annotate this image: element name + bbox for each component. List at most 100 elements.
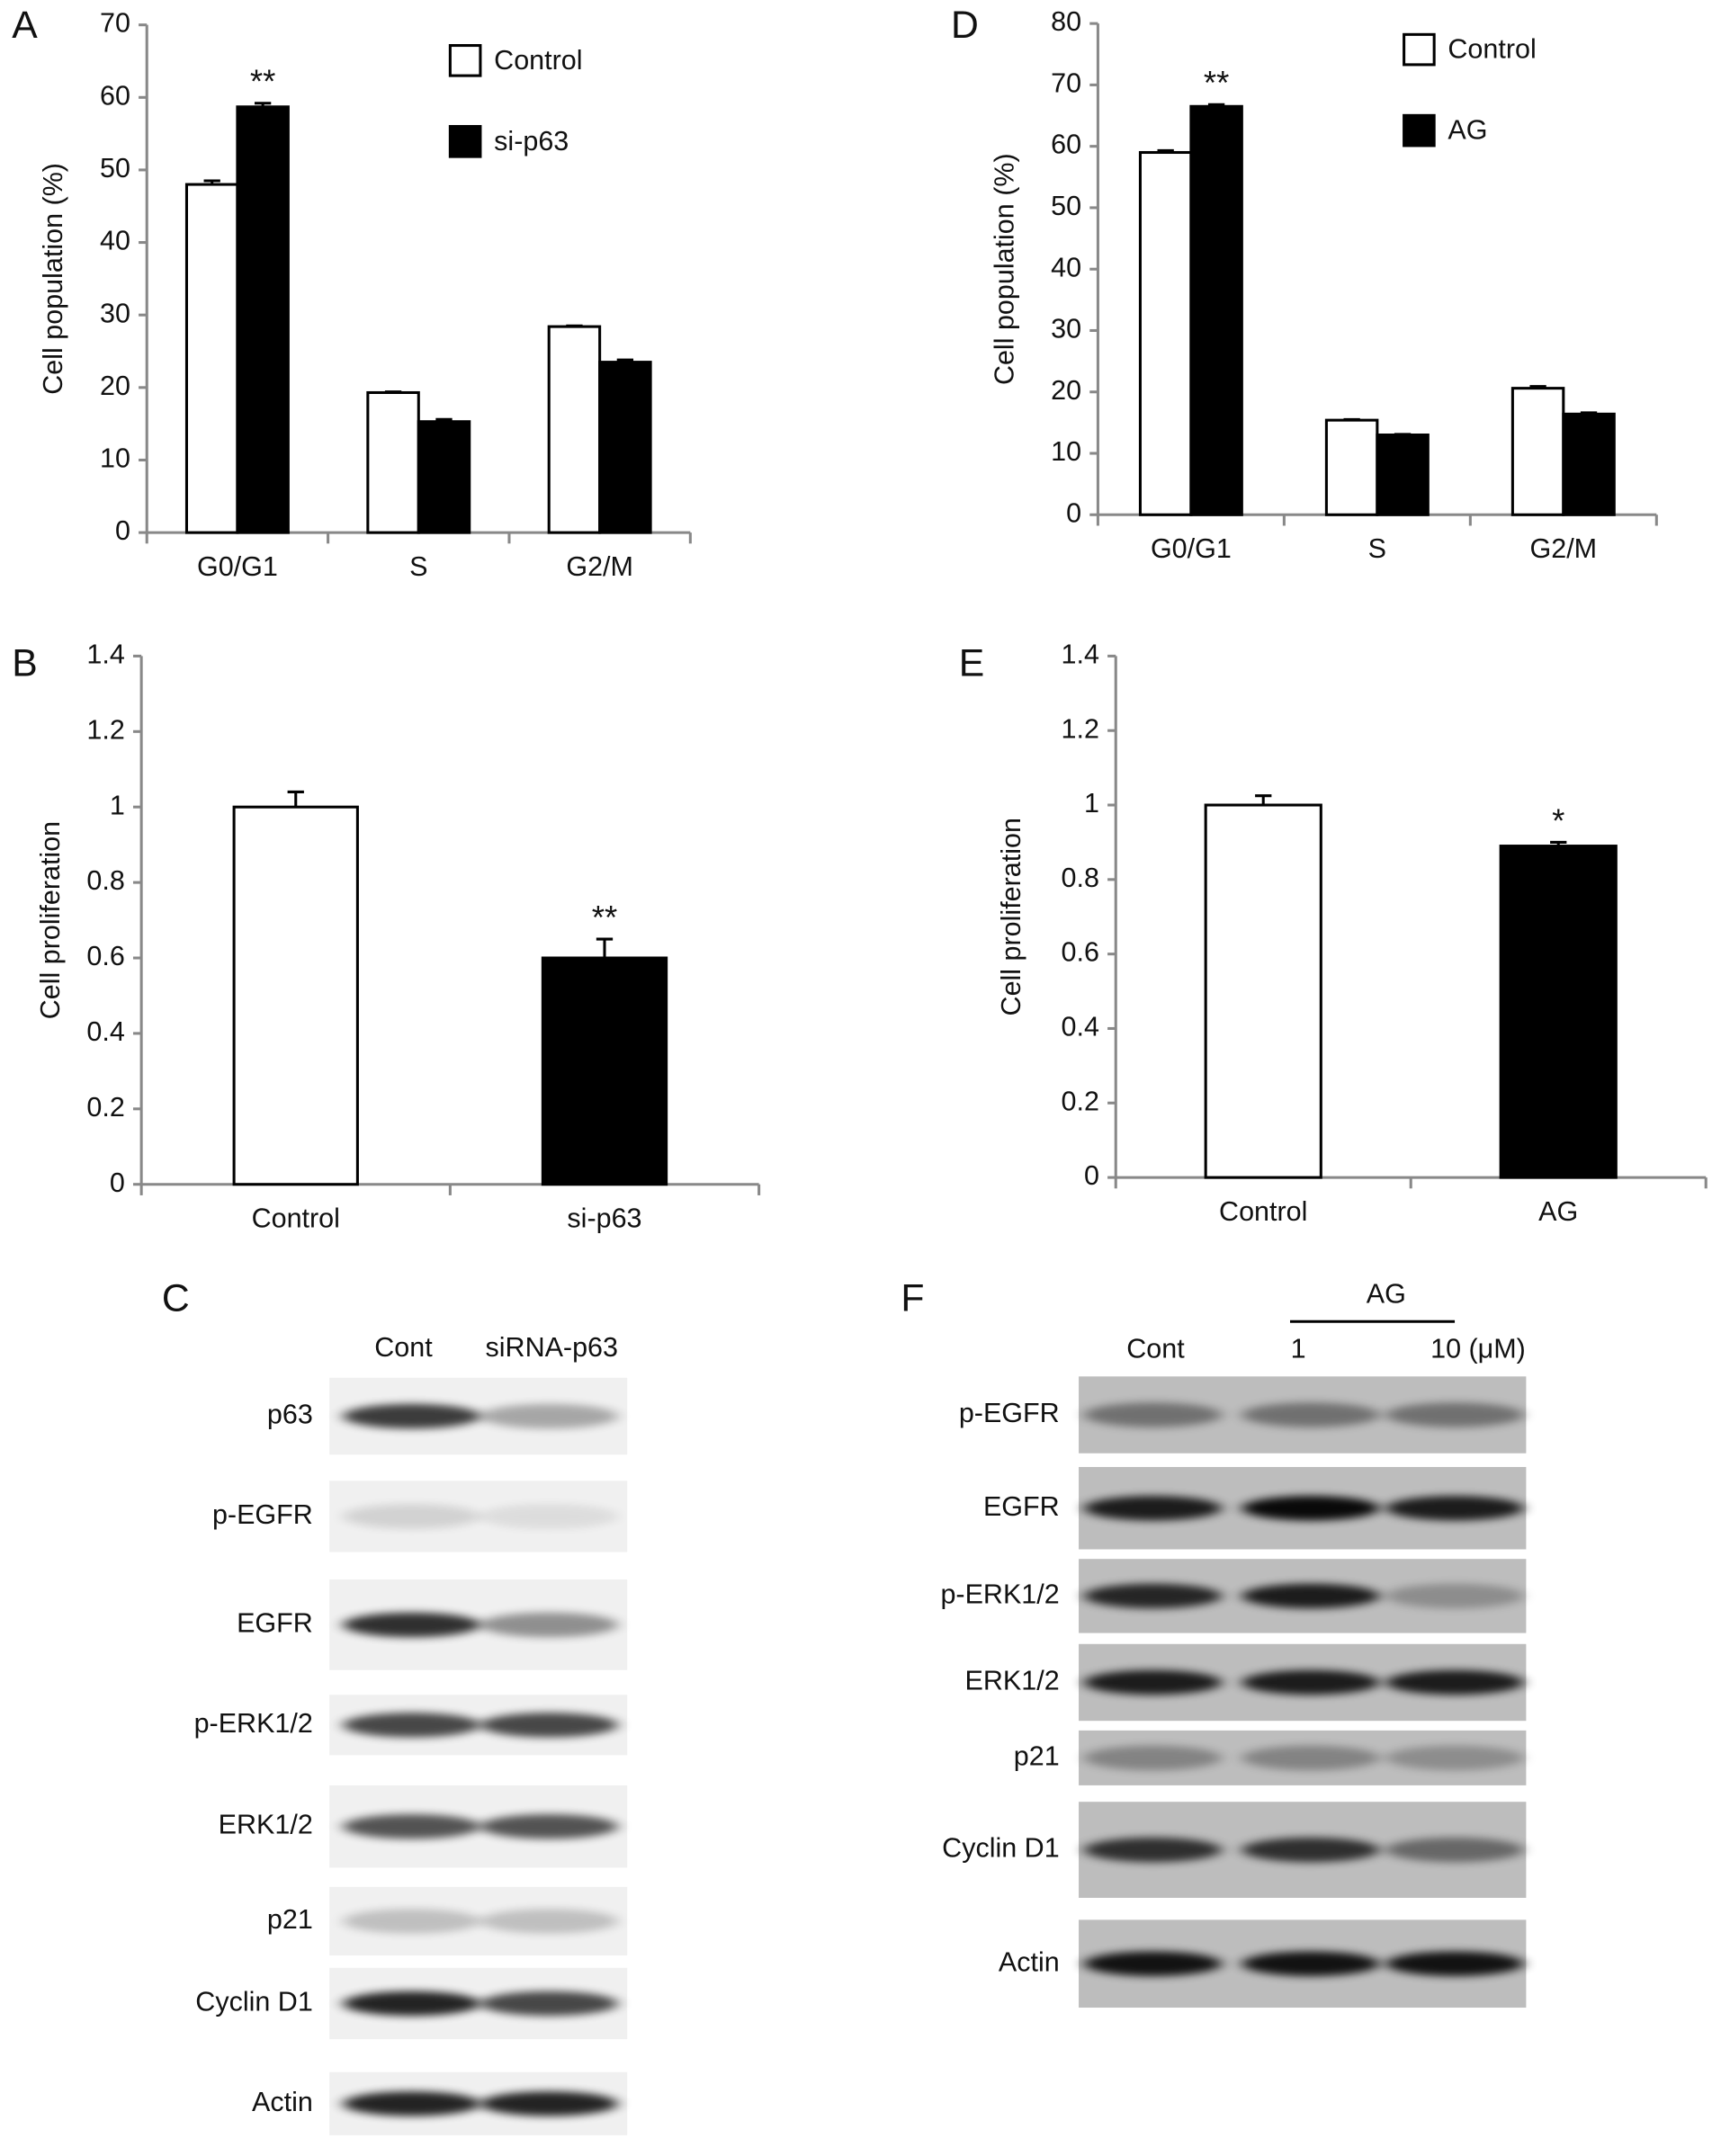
error-bar [1157,148,1174,153]
blot-band [1083,1951,1223,1976]
blot-band [1083,1745,1223,1771]
y-tick-label: 50 [1051,191,1081,221]
blot-row-label: p-ERK1/2 [194,1708,313,1739]
blot-band [1385,1745,1524,1771]
blot-row-label: Cyclin D1 [942,1833,1060,1864]
blot-band [1385,1583,1524,1609]
bar [232,805,359,1186]
blot-band [342,1612,481,1638]
error-bar [254,102,272,107]
blot-band [480,1813,618,1839]
y-tick-label: 0 [1066,497,1081,528]
error-bar [1394,433,1412,436]
error-bar [287,790,304,808]
bar [1499,845,1618,1179]
error-bar [435,417,453,422]
y-tick-label: 0 [1084,1160,1099,1191]
bar [184,183,239,534]
y-tick-label: 30 [1051,314,1081,344]
panel-label: D [951,4,979,47]
y-axis-label: Cell proliferation [996,818,1026,1015]
blot-band [1385,1951,1524,1976]
x-tick-label: AG [1538,1196,1578,1227]
y-tick-label: 0.4 [1062,1012,1099,1042]
blot-row-label: p21 [267,1904,313,1935]
error-bar [203,179,220,185]
y-tick-label: 40 [100,226,130,256]
blot-band [1241,1402,1380,1427]
blot-row-label: EGFR [237,1607,313,1638]
y-tick-label: 0.6 [1062,937,1099,968]
y-tick-label: 0.4 [86,1016,124,1047]
error-bar [1207,103,1225,107]
blot-band [342,1504,481,1529]
blot-band [1385,1669,1524,1695]
legend-label: Control [494,45,582,76]
blot-band [342,1713,481,1738]
lane-label: 10 (μM) [1430,1333,1526,1364]
y-axis-label: Cell population (%) [38,163,68,395]
panel-label: B [12,641,37,684]
blot-band [342,1403,481,1429]
y-tick-label: 0 [110,1167,125,1198]
annotation: ** [250,63,276,100]
blot-band [342,2091,481,2116]
y-tick-label: 50 [100,153,130,183]
x-tick-label: G0/G1 [197,551,278,582]
bar [1204,803,1322,1179]
error-bar [384,390,402,394]
error-bar [566,324,583,327]
bar [417,420,471,534]
blot-band [480,1612,618,1638]
group-label: AG [1367,1278,1406,1309]
y-axis-label: Cell proliferation [35,821,66,1019]
bar [1189,104,1243,516]
blot-band [1385,1402,1524,1427]
lane-label: Cont [1126,1333,1185,1364]
blot-row-label: p-EGFR [959,1398,1060,1428]
y-tick-label: 70 [100,8,130,39]
blot-band [480,2091,618,2116]
error-bar [1343,417,1360,421]
y-tick-label: 20 [1051,375,1081,406]
blot-row-label: EGFR [983,1491,1060,1522]
y-tick-label: 1 [110,790,125,820]
panel-label: E [959,641,984,684]
blot-row-label: Cyclin D1 [195,1987,313,2017]
y-tick-label: 40 [1051,252,1081,282]
x-tick-label: Control [1219,1196,1307,1227]
x-tick-label: si-p63 [567,1203,641,1233]
blot-band [1083,1402,1223,1427]
bar [1376,434,1430,516]
legend-label: AG [1448,115,1487,146]
blot-band [1083,1583,1223,1609]
bar [1510,387,1565,516]
lane-label: Cont [374,1332,433,1363]
legend-label: Control [1448,34,1536,65]
blot-row-label: Actin [999,1946,1060,1977]
blot-band [342,1813,481,1839]
legend-swatch [448,125,482,158]
blot-band [1241,1745,1380,1771]
blot-row-label: ERK1/2 [219,1810,313,1840]
blot-band [480,1909,618,1934]
blot-band [1241,1496,1380,1521]
y-tick-label: 0.8 [86,865,124,896]
lane-label: siRNA-p63 [486,1332,618,1363]
error-bar [1529,385,1546,389]
legend-swatch [1403,32,1436,67]
y-tick-label: 1.2 [86,714,124,745]
legend-swatch [1403,113,1436,148]
legend-label: si-p63 [494,126,569,157]
y-tick-label: 70 [1051,67,1081,98]
bar [541,956,668,1186]
y-tick-label: 0.8 [1062,863,1099,893]
x-tick-label: S [1368,533,1386,564]
bar [1562,412,1616,516]
blot-band [342,1990,481,2017]
bar [1138,150,1193,516]
blot-band [480,1504,618,1529]
blot-band [1385,1496,1524,1521]
panel-label: A [12,4,38,47]
